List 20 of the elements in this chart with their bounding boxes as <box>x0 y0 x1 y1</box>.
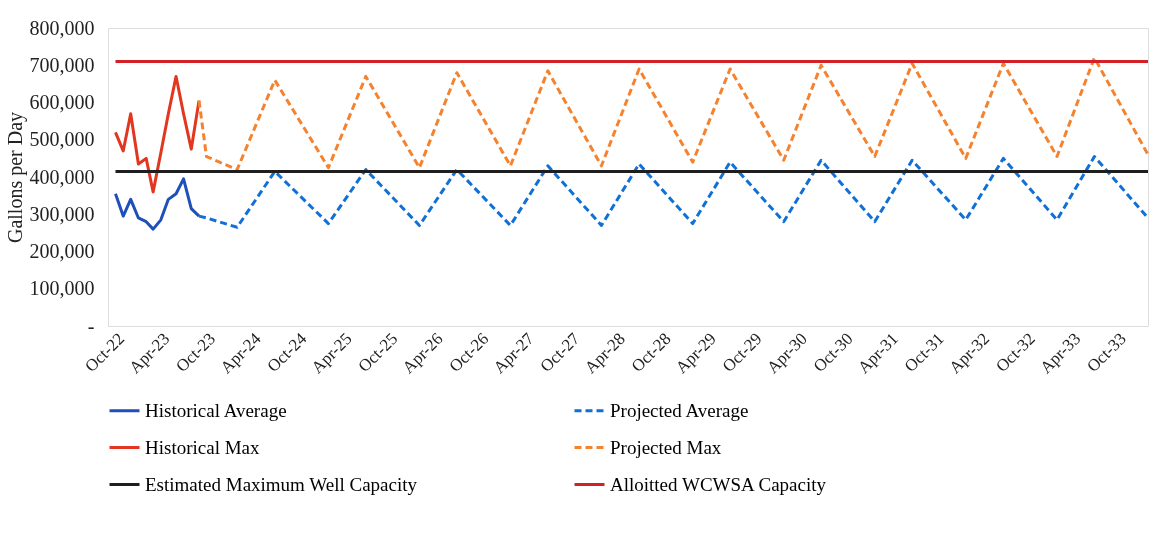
y-tick-label: - <box>87 314 95 337</box>
line-series <box>197 56 1150 172</box>
y-tick-label: 800,000 <box>29 16 95 39</box>
y-tick-label: 600,000 <box>29 91 95 113</box>
y-tick-label: 400,000 <box>29 165 95 188</box>
y-tick-label: 300,000 <box>29 202 95 225</box>
line-series <box>113 177 201 231</box>
legend-label: Alloitted WCWSA Capacity <box>610 473 827 495</box>
line-series <box>113 74 201 194</box>
y-tick-label: 500,000 <box>29 128 95 151</box>
line-series <box>197 155 1150 229</box>
legend-label: Projected Max <box>610 436 722 458</box>
y-tick-label: 100,000 <box>29 277 95 300</box>
legend-label: Historical Average <box>145 399 287 421</box>
legend-label: Historical Max <box>145 436 260 458</box>
y-tick-label: 700,000 <box>29 53 95 76</box>
legend-label: Projected Average <box>610 399 749 421</box>
legend-label: Estimated Maximum Well Capacity <box>145 473 418 495</box>
y-tick-label: 200,000 <box>29 240 95 262</box>
y-axis-title: Gallons per Day <box>3 111 27 244</box>
